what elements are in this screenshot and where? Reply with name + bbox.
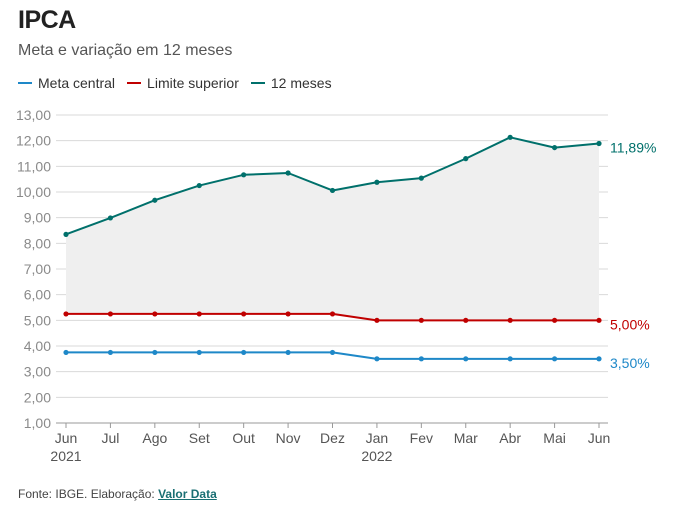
y-tick-label: 4,00 [24,338,51,354]
x-tick-label: Set [189,430,210,446]
x-tick-label: Jul [101,430,119,446]
chart-title: IPCA [18,6,76,34]
data-point-limite-superior [285,311,291,317]
data-point-meta-central [374,356,380,362]
chart-subtitle: Meta e variação em 12 meses [18,42,233,59]
legend-label-12-meses: 12 meses [270,75,332,91]
data-point-limite-superior [596,317,602,323]
x-year-label: 2022 [361,448,392,464]
x-tick-label: Out [232,430,255,446]
data-point-meta-central [507,356,513,362]
y-tick-label: 13,00 [16,107,51,123]
valor-data-link[interactable]: Valor Data [158,487,217,501]
data-point-doze-meses [507,134,513,140]
data-point-meta-central [551,356,558,362]
data-point-limite-superior [329,311,336,317]
data-point-limite-superior [152,311,158,317]
data-point-meta-central [418,356,424,362]
data-point-limite-superior [418,317,424,323]
x-tick-label: Jun [55,430,78,446]
legend-label-meta-central: Meta central [38,75,116,91]
data-point-doze-meses [107,215,114,221]
data-point-meta-central [285,349,291,356]
y-tick-label: 10,00 [16,184,51,200]
x-tick-label: Abr [499,430,521,446]
source-text: Fonte: IBGE. Elaboração: [18,487,159,501]
data-point-doze-meses [63,231,69,237]
x-tick-label: Dez [320,430,345,446]
x-tick-label: Jun [588,430,611,446]
data-point-limite-superior [507,317,513,323]
x-tick-label: Fev [410,430,433,446]
end-label-limite-superior: 5,00% [610,316,650,332]
chart-legend: Meta central Limite superior 12 meses [18,75,344,91]
legend-swatch-meta-central [18,82,32,84]
data-point-meta-central [107,349,114,356]
x-year-label: 2021 [50,448,81,464]
legend-item-limite-superior: Limite superior [127,75,239,91]
end-label-meta-central: 3,50% [610,355,650,371]
data-point-meta-central [63,349,69,356]
data-point-doze-meses [596,140,602,147]
x-tick-label: Mai [543,430,566,446]
y-tick-label: 2,00 [24,389,51,405]
y-tick-label: 9,00 [24,210,51,226]
legend-item-12-meses: 12 meses [250,75,332,91]
y-tick-label: 6,00 [24,287,51,303]
data-point-doze-meses [418,175,424,181]
x-tick-label: Jan [366,430,389,446]
data-point-limite-superior [463,317,469,323]
data-point-doze-meses [374,179,380,185]
data-point-doze-meses [196,182,202,189]
y-tick-label: 5,00 [24,312,51,328]
legend-label-limite-superior: Limite superior [147,75,239,91]
data-point-limite-superior [63,311,69,317]
x-tick-label: Mar [454,430,478,446]
data-point-doze-meses [285,170,291,176]
data-point-doze-meses [551,144,558,151]
data-point-doze-meses [152,197,158,203]
data-point-limite-superior [241,311,247,317]
data-point-meta-central [596,356,602,362]
data-point-limite-superior [196,311,202,317]
y-tick-label: 11,00 [17,158,51,174]
data-point-meta-central [241,349,247,356]
end-label-doze-meses: 11,89% [610,139,656,155]
chart-footer: Fonte: IBGE. Elaboração: Valor Data [18,487,217,501]
data-point-doze-meses [463,156,469,162]
data-point-meta-central [329,349,336,356]
y-tick-label: 8,00 [24,235,51,251]
legend-swatch-limite-superior [127,82,142,84]
legend-item-meta-central: Meta central [18,75,115,91]
data-point-meta-central [463,356,469,362]
y-tick-label: 3,00 [24,364,51,380]
data-point-meta-central [196,349,202,356]
x-tick-label: Ago [142,430,167,446]
data-point-doze-meses [241,172,247,178]
y-tick-label: 12,00 [16,133,51,149]
data-point-meta-central [152,349,158,356]
y-tick-label: 1,00 [24,415,51,431]
data-point-limite-superior [374,317,380,323]
area-fill [66,137,599,321]
x-tick-label: Nov [276,430,301,446]
data-point-limite-superior [551,317,558,323]
data-point-limite-superior [107,311,114,317]
legend-swatch-12-meses [250,82,265,84]
line-chart: 1,00 2,00 3,00 4,00 5,00 6,00 7,00 8,00 9,00 10,0… [16,107,657,464]
y-tick-label: 7,00 [24,261,51,277]
data-point-doze-meses [329,187,336,194]
